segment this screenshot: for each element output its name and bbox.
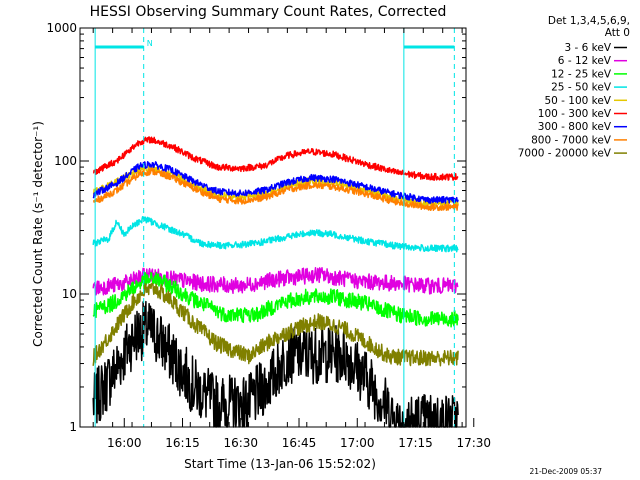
series-25-50-kev [92, 216, 459, 253]
marker-label: N [147, 39, 153, 48]
x-tick-label: 16:15 [165, 436, 200, 450]
axes: 1 10 100 1000 16:00 16:15 16:30 16:45 17:00 17:15… [46, 21, 491, 450]
x-tick-label: 17:00 [340, 436, 375, 450]
x-tick-label: 17:30 [456, 436, 491, 450]
legend-entry-label: 300 - 800 keV [538, 121, 612, 133]
y-tick-label: 1 [69, 420, 77, 434]
timestamp-label: 21-Dec-2009 05:37 [529, 467, 602, 476]
y-tick-label: 10 [62, 287, 77, 301]
legend-entry-label: 800 - 7000 keV [531, 134, 612, 146]
plot-frame [79, 27, 467, 428]
legend-entry-label: 3 - 6 keV [564, 42, 611, 54]
legend-header-line: Att 0 [605, 27, 630, 39]
series-100-300-kev [92, 136, 459, 181]
legend-entry-label: 50 - 100 keV [544, 95, 611, 107]
series-800-7000-kev [92, 167, 459, 212]
y-axis-label: Corrected Count Rate (s⁻¹ detector⁻¹) [31, 121, 45, 347]
chart-title: HESSI Observing Summary Count Rates, Cor… [90, 4, 447, 20]
x-tick-label: 16:00 [107, 436, 142, 450]
series-12-25-kev [92, 271, 459, 328]
x-axis-label: Start Time (13-Jan-06 15:52:02) [184, 457, 376, 471]
legend-header-line: Det 1,3,4,5,6,9, [548, 15, 630, 27]
y-tick-label: 1000 [46, 21, 77, 35]
y-tick-label: 100 [54, 154, 77, 168]
series-7000-20000-kev [92, 282, 459, 367]
marker-lines: N [94, 28, 455, 427]
legend-entry-label: 25 - 50 keV [551, 82, 612, 94]
series-layer [92, 136, 459, 428]
series-3-6-kev [92, 300, 459, 428]
x-tick-label: 16:30 [223, 436, 258, 450]
legend-entry-label: 12 - 25 keV [551, 68, 612, 80]
x-tick-label: 17:15 [398, 436, 433, 450]
series-300-800-kev [92, 160, 459, 204]
legend-entry-label: 100 - 300 keV [538, 108, 612, 120]
legend-entry-label: 6 - 12 keV [558, 55, 612, 67]
x-tick-label: 16:45 [282, 436, 317, 450]
legend-entry-label: 7000 - 20000 keV [518, 148, 612, 160]
